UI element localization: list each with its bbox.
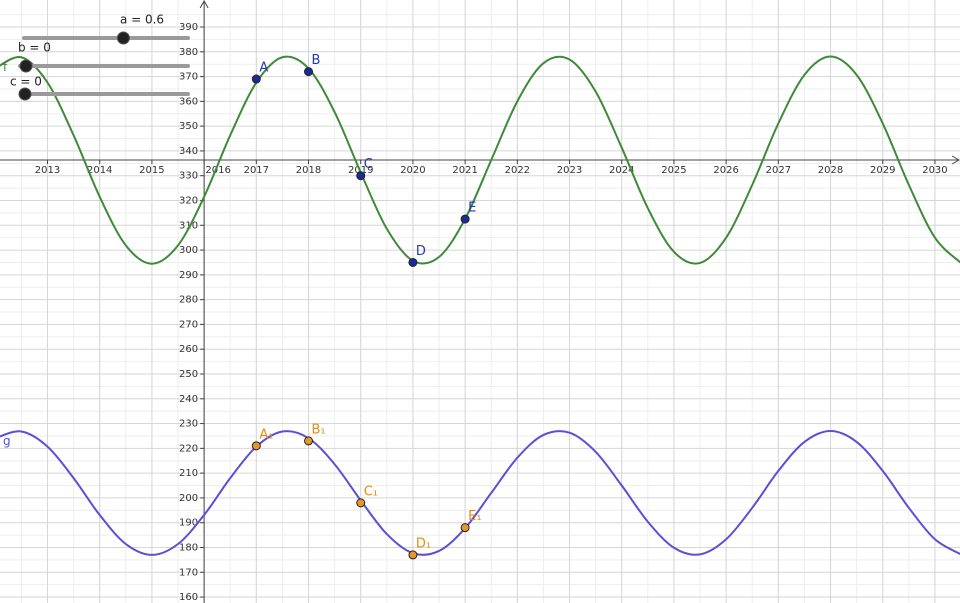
y-tick-label: 370 bbox=[179, 72, 198, 83]
y-tick-label: 320 bbox=[179, 196, 198, 207]
point-label: E₁ bbox=[468, 509, 481, 524]
y-tick-label: 200 bbox=[179, 493, 198, 504]
curve-label: f bbox=[3, 60, 8, 74]
y-tick-label: 360 bbox=[179, 96, 198, 107]
x-tick-label: 2023 bbox=[557, 165, 582, 176]
y-tick-label: 380 bbox=[179, 47, 198, 58]
x-tick-label: 2022 bbox=[505, 165, 530, 176]
y-tick-label: 230 bbox=[179, 419, 198, 430]
x-tick-label: 2027 bbox=[766, 165, 791, 176]
y-tick-label: 310 bbox=[179, 220, 198, 231]
slider-label: a = 0.6 bbox=[120, 13, 164, 27]
x-tick-label: 2013 bbox=[35, 165, 60, 176]
x-tick-label: 2017 bbox=[244, 165, 269, 176]
curve bbox=[0, 429, 960, 556]
y-tick-label: 270 bbox=[179, 319, 198, 330]
y-tick-label: 210 bbox=[179, 468, 198, 479]
x-tick-label: 2015 bbox=[139, 165, 164, 176]
point[interactable] bbox=[356, 171, 366, 181]
point-label: B₁ bbox=[312, 422, 326, 437]
x-tick-label: 2030 bbox=[922, 165, 947, 176]
x-tick-label: 2025 bbox=[661, 165, 686, 176]
y-axis-arrow bbox=[199, 0, 209, 9]
x-tick-label: 2014 bbox=[87, 165, 112, 176]
point[interactable] bbox=[408, 257, 418, 267]
x-tick-label: 2021 bbox=[452, 165, 477, 176]
slider-knob[interactable] bbox=[19, 59, 33, 73]
point[interactable] bbox=[356, 498, 366, 508]
point[interactable] bbox=[460, 214, 470, 224]
point-label: C₁ bbox=[364, 484, 378, 499]
x-tick-label: 2016 bbox=[205, 165, 230, 176]
point-label: D bbox=[416, 244, 426, 259]
curve bbox=[0, 55, 960, 265]
point[interactable] bbox=[251, 441, 261, 451]
slider-knob[interactable] bbox=[18, 87, 32, 101]
point[interactable] bbox=[251, 74, 261, 84]
y-tick-label: 190 bbox=[179, 518, 198, 529]
x-axis-arrow bbox=[951, 155, 960, 165]
point-label: C bbox=[364, 157, 373, 172]
slider-label: c = 0 bbox=[10, 75, 42, 89]
point[interactable] bbox=[460, 523, 470, 533]
y-tick-label: 180 bbox=[179, 542, 198, 553]
y-tick-label: 390 bbox=[179, 22, 198, 33]
x-tick-label: 2020 bbox=[400, 165, 425, 176]
point-label: B bbox=[312, 53, 321, 68]
y-tick-label: 250 bbox=[179, 369, 198, 380]
x-tick-label: 2026 bbox=[713, 165, 738, 176]
y-tick-label: 170 bbox=[179, 567, 198, 578]
x-tick-label: 2028 bbox=[818, 165, 843, 176]
slider-label: b = 0 bbox=[18, 41, 51, 55]
point-label: A₁ bbox=[259, 427, 273, 442]
x-tick-label: 2024 bbox=[609, 165, 634, 176]
y-tick-label: 300 bbox=[179, 245, 198, 256]
point[interactable] bbox=[304, 67, 314, 77]
curve-label: g bbox=[3, 434, 11, 448]
y-tick-label: 280 bbox=[179, 295, 198, 306]
point[interactable] bbox=[408, 550, 418, 560]
y-tick-label: 330 bbox=[179, 171, 198, 182]
point[interactable] bbox=[304, 436, 314, 446]
y-tick-label: 290 bbox=[179, 270, 198, 281]
y-tick-label: 350 bbox=[179, 121, 198, 132]
x-tick-label: 2018 bbox=[296, 165, 321, 176]
point-label: D₁ bbox=[416, 536, 431, 551]
y-tick-label: 340 bbox=[179, 146, 198, 157]
y-tick-label: 240 bbox=[179, 394, 198, 405]
point-label: A bbox=[259, 61, 268, 76]
slider-knob[interactable] bbox=[116, 31, 130, 45]
point-label: E bbox=[468, 201, 476, 216]
y-tick-label: 260 bbox=[179, 344, 198, 355]
y-tick-label: 220 bbox=[179, 443, 198, 454]
x-tick-label: 2029 bbox=[870, 165, 895, 176]
y-tick-label: 160 bbox=[179, 592, 198, 603]
